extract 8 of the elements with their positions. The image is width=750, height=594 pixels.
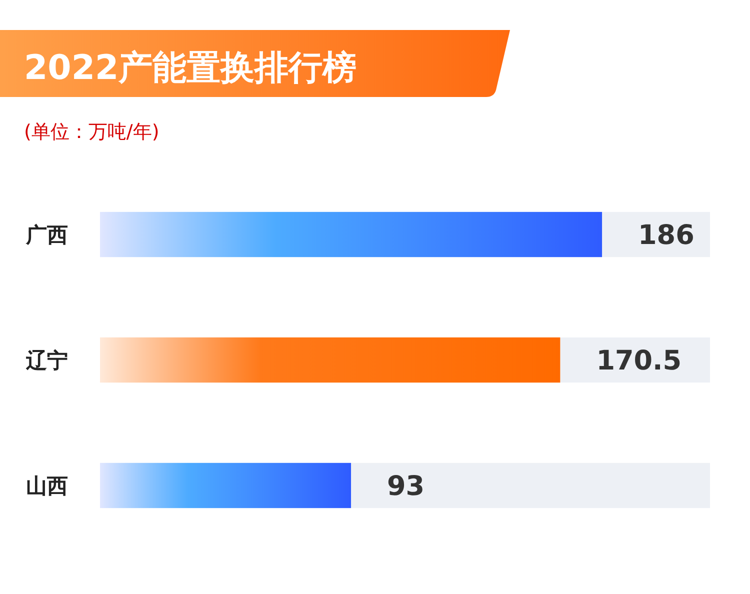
data-label: 170.5 bbox=[596, 345, 682, 376]
chart-subtitle: (单位：万吨/年) bbox=[24, 121, 160, 143]
chart-title: 2022产能置换排行榜 bbox=[24, 48, 357, 88]
data-label: 186 bbox=[638, 220, 694, 251]
data-label: 93 bbox=[387, 470, 425, 502]
y-tick-label: 广西 bbox=[25, 222, 68, 247]
y-tick-label: 辽宁 bbox=[25, 348, 68, 372]
y-tick-label: 山西 bbox=[26, 474, 68, 498]
